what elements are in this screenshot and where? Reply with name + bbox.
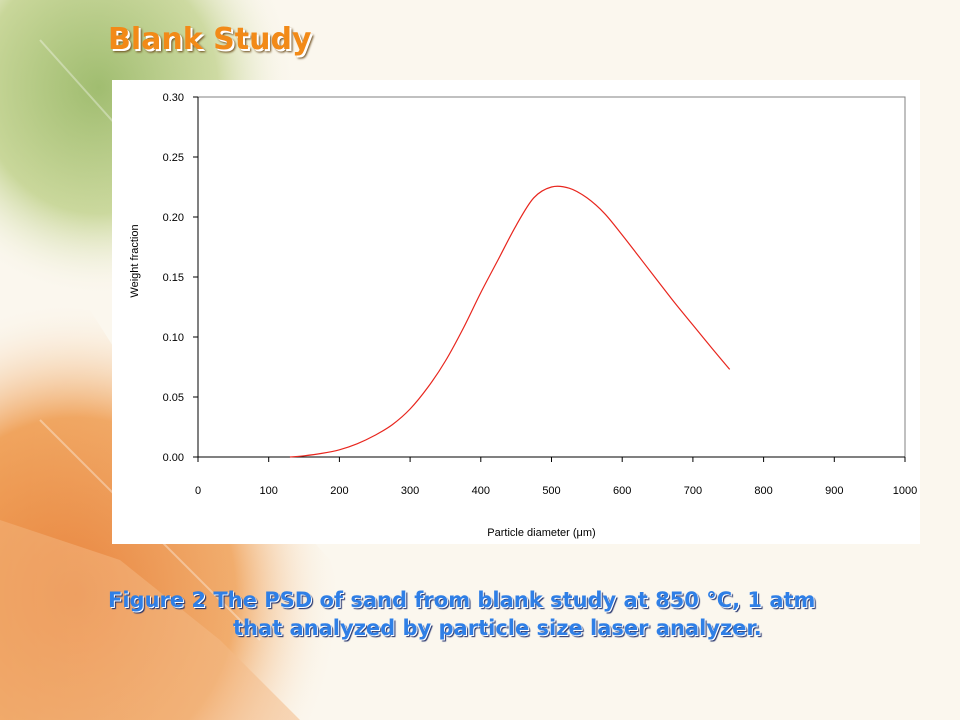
x-tick-label: 200: [330, 485, 348, 497]
x-tick-label: 600: [613, 485, 631, 497]
x-axis-label: Particle diameter (μm): [487, 527, 595, 539]
chart-panel: 0.00 0.05 0.10 0.15 0.20 0.25 0.30 0 100 200 300 40…: [112, 80, 920, 544]
caption-line-1: Figure 2 The PSD of sand from blank stud…: [108, 588, 816, 612]
x-tick-label: 700: [684, 485, 702, 497]
plot-frame: [197, 96, 906, 458]
figure-caption: Figure 2 The PSD of sand from blank stud…: [108, 586, 815, 642]
y-tick-label: 0.00: [163, 452, 184, 464]
series-line: [289, 185, 731, 458]
y-tick-label: 0.15: [163, 272, 184, 284]
x-tick-label: 1000: [893, 485, 917, 497]
x-tick-label: 0: [195, 485, 201, 497]
x-tick-label: 100: [260, 485, 278, 497]
caption-line-2: that analyzed by particle size laser ana…: [233, 616, 762, 640]
y-axis-label: Weight fraction: [129, 224, 141, 297]
x-tick-label: 800: [754, 485, 772, 497]
y-tick-label: 0.30: [163, 92, 184, 104]
y-tick-label: 0.20: [163, 212, 184, 224]
x-tick-label: 400: [472, 485, 490, 497]
x-tick-label: 500: [542, 485, 560, 497]
slide-title: Blank Study: [108, 22, 312, 57]
y-tick-label: 0.05: [163, 392, 184, 404]
y-tick-label: 0.25: [163, 152, 184, 164]
y-tick-label: 0.10: [163, 332, 184, 344]
psd-line-chart: 0.00 0.05 0.10 0.15 0.20 0.25 0.30 0 100 200 300 40…: [129, 92, 917, 539]
x-tick-label: 900: [825, 485, 843, 497]
x-tick-label: 300: [401, 485, 419, 497]
